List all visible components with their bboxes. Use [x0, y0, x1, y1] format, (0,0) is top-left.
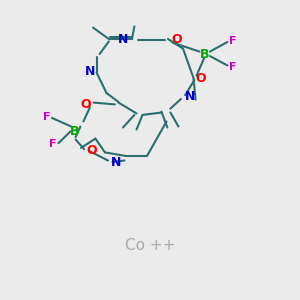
- Text: F: F: [50, 139, 57, 149]
- Text: B: B: [200, 47, 210, 61]
- Text: F: F: [229, 61, 236, 72]
- Text: O: O: [195, 71, 206, 85]
- Text: O: O: [86, 144, 97, 157]
- Text: B: B: [70, 125, 79, 138]
- Text: N: N: [118, 33, 128, 46]
- Text: N: N: [110, 156, 121, 170]
- Text: O: O: [80, 98, 91, 111]
- Text: N: N: [184, 90, 195, 104]
- Text: O: O: [171, 33, 181, 46]
- Text: Co ++: Co ++: [125, 238, 175, 253]
- Text: N: N: [85, 65, 95, 78]
- Text: F: F: [43, 112, 50, 122]
- Text: F: F: [229, 36, 236, 46]
